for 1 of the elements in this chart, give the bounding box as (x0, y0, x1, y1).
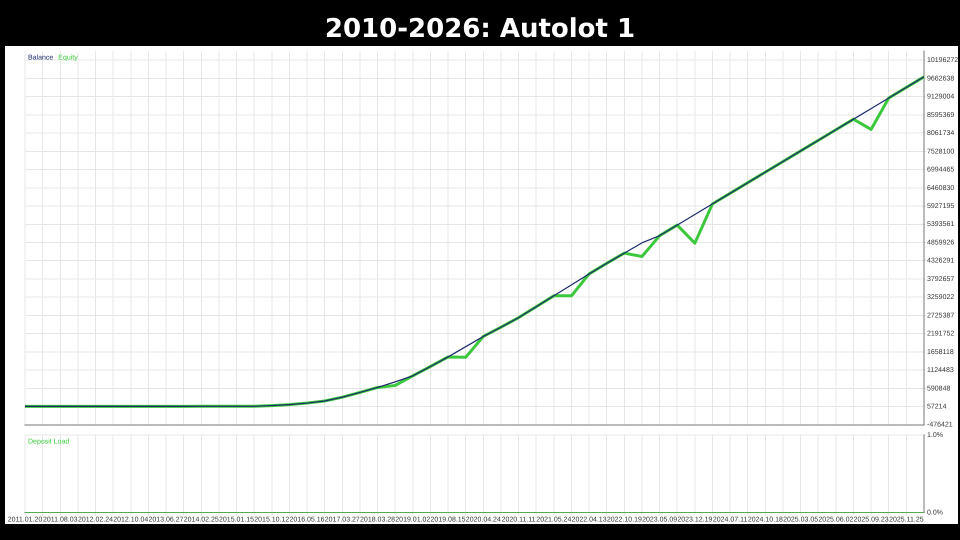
chart-title: 2010-2026: Autolot 1 (324, 13, 636, 46)
